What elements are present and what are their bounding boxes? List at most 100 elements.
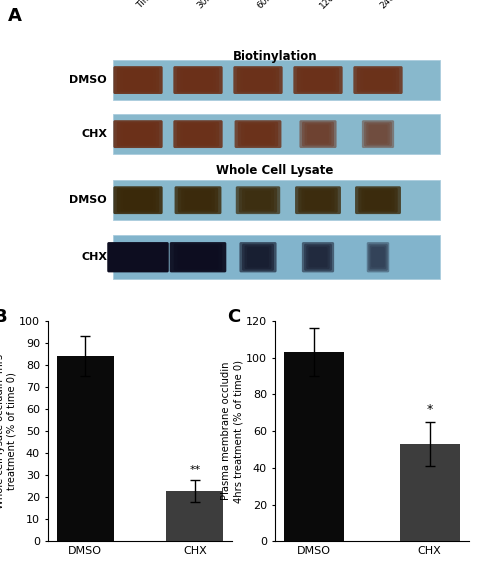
Y-axis label: Plasma membrane occludin
4hrs treatment (% of time 0): Plasma membrane occludin 4hrs treatment …	[222, 360, 243, 503]
FancyBboxPatch shape	[180, 123, 216, 145]
FancyBboxPatch shape	[362, 120, 394, 148]
FancyBboxPatch shape	[180, 69, 216, 91]
Text: Whole Cell Lysate: Whole Cell Lysate	[216, 164, 334, 177]
FancyBboxPatch shape	[360, 69, 396, 91]
FancyBboxPatch shape	[245, 191, 271, 210]
FancyBboxPatch shape	[244, 70, 272, 89]
FancyBboxPatch shape	[357, 68, 399, 92]
Text: 60min: 60min	[255, 0, 282, 10]
Bar	[113, 60, 440, 100]
FancyBboxPatch shape	[117, 121, 159, 147]
FancyBboxPatch shape	[116, 245, 160, 269]
FancyBboxPatch shape	[117, 188, 159, 213]
FancyBboxPatch shape	[305, 191, 331, 210]
FancyBboxPatch shape	[295, 186, 341, 214]
Text: DMSO: DMSO	[70, 75, 107, 85]
Bar	[399, 444, 460, 541]
Bar	[284, 352, 344, 541]
FancyBboxPatch shape	[361, 189, 395, 211]
FancyBboxPatch shape	[299, 120, 337, 148]
FancyBboxPatch shape	[305, 123, 331, 145]
FancyBboxPatch shape	[293, 66, 342, 94]
FancyBboxPatch shape	[120, 189, 156, 211]
FancyBboxPatch shape	[236, 186, 280, 214]
FancyBboxPatch shape	[112, 244, 164, 271]
Text: CHX: CHX	[81, 252, 107, 262]
FancyBboxPatch shape	[244, 245, 271, 269]
FancyBboxPatch shape	[239, 188, 277, 213]
FancyBboxPatch shape	[364, 70, 392, 89]
FancyBboxPatch shape	[241, 123, 275, 145]
FancyBboxPatch shape	[237, 68, 279, 92]
FancyBboxPatch shape	[298, 188, 338, 213]
FancyBboxPatch shape	[369, 125, 387, 144]
FancyBboxPatch shape	[173, 120, 223, 148]
Y-axis label: Whole cell lysate occludin 4hrs
treatment (% of time 0): Whole cell lysate occludin 4hrs treatmen…	[0, 354, 16, 509]
Text: Time 0: Time 0	[135, 0, 163, 10]
FancyBboxPatch shape	[368, 244, 388, 271]
FancyBboxPatch shape	[114, 186, 163, 214]
FancyBboxPatch shape	[238, 121, 278, 147]
FancyBboxPatch shape	[304, 70, 332, 89]
FancyBboxPatch shape	[120, 69, 156, 91]
FancyBboxPatch shape	[306, 245, 330, 269]
FancyBboxPatch shape	[304, 244, 332, 271]
FancyBboxPatch shape	[364, 121, 392, 147]
FancyBboxPatch shape	[114, 66, 163, 94]
FancyBboxPatch shape	[177, 121, 219, 147]
Text: DMSO: DMSO	[70, 195, 107, 205]
Bar	[113, 235, 440, 279]
FancyBboxPatch shape	[297, 68, 339, 92]
FancyBboxPatch shape	[240, 242, 277, 272]
FancyBboxPatch shape	[354, 66, 403, 94]
Text: CHX: CHX	[81, 129, 107, 139]
FancyBboxPatch shape	[170, 242, 227, 272]
Bar	[57, 356, 114, 541]
Bar	[113, 114, 440, 154]
FancyBboxPatch shape	[120, 247, 156, 268]
Text: 120min: 120min	[318, 0, 349, 10]
FancyBboxPatch shape	[117, 68, 159, 92]
FancyBboxPatch shape	[302, 121, 334, 147]
FancyBboxPatch shape	[366, 123, 390, 145]
FancyBboxPatch shape	[177, 68, 219, 92]
FancyBboxPatch shape	[178, 245, 218, 269]
FancyBboxPatch shape	[182, 247, 214, 268]
Text: **: **	[189, 465, 200, 475]
Text: C: C	[227, 308, 240, 325]
FancyBboxPatch shape	[107, 242, 169, 272]
FancyBboxPatch shape	[181, 189, 215, 211]
FancyBboxPatch shape	[120, 123, 156, 145]
Bar	[167, 490, 224, 541]
FancyBboxPatch shape	[307, 125, 329, 144]
FancyBboxPatch shape	[302, 242, 334, 272]
FancyBboxPatch shape	[355, 186, 401, 214]
Text: *: *	[426, 403, 433, 417]
FancyBboxPatch shape	[242, 244, 274, 271]
FancyBboxPatch shape	[184, 70, 212, 89]
FancyBboxPatch shape	[309, 247, 327, 268]
FancyBboxPatch shape	[358, 188, 398, 213]
FancyBboxPatch shape	[242, 189, 274, 211]
FancyBboxPatch shape	[369, 245, 386, 269]
Text: 30min: 30min	[195, 0, 222, 10]
FancyBboxPatch shape	[301, 189, 335, 211]
FancyBboxPatch shape	[235, 120, 282, 148]
FancyBboxPatch shape	[247, 247, 269, 268]
FancyBboxPatch shape	[173, 66, 223, 94]
Bar	[113, 180, 440, 220]
FancyBboxPatch shape	[124, 125, 152, 144]
FancyBboxPatch shape	[233, 66, 283, 94]
Text: Biotinylation: Biotinylation	[233, 50, 317, 63]
FancyBboxPatch shape	[240, 69, 276, 91]
FancyBboxPatch shape	[365, 191, 391, 210]
FancyBboxPatch shape	[367, 242, 389, 272]
FancyBboxPatch shape	[300, 69, 336, 91]
FancyBboxPatch shape	[174, 244, 222, 271]
FancyBboxPatch shape	[124, 191, 152, 210]
FancyBboxPatch shape	[185, 191, 212, 210]
Text: B: B	[0, 308, 7, 325]
FancyBboxPatch shape	[184, 125, 212, 144]
FancyBboxPatch shape	[114, 120, 163, 148]
FancyBboxPatch shape	[178, 188, 218, 213]
